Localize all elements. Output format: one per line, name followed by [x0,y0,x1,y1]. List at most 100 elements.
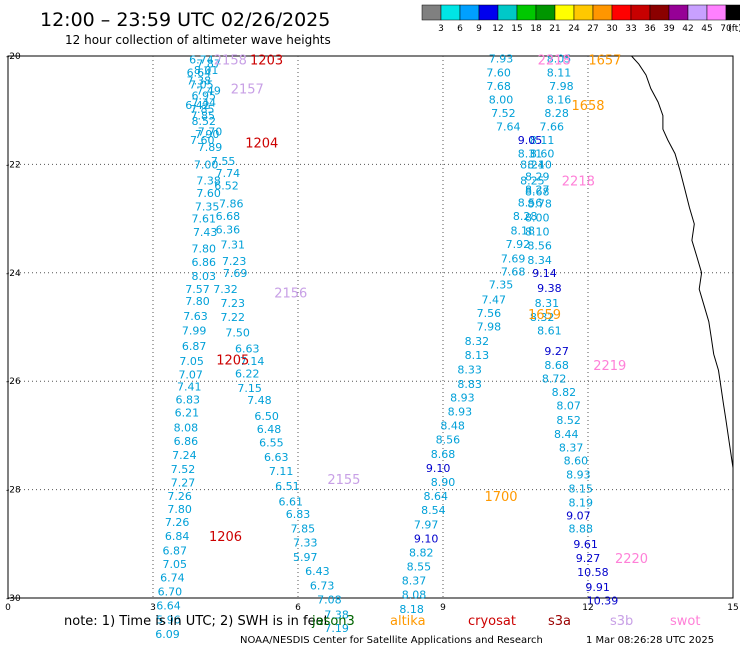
wave-height-value: 7.38 [324,608,349,621]
wave-height-value: 7.50 [225,326,250,339]
wave-height-value: 8.00 [525,212,550,225]
wave-height-value: 8.60 [564,454,589,467]
x-tick-label: 9 [440,603,446,613]
colorbar-label: 9 [476,24,482,34]
wave-height-value: 8.29 [525,170,550,183]
wave-height-value: 7.35 [489,279,514,292]
wave-height-value: 8.68 [431,448,456,461]
wave-height-value: 7.23 [221,297,246,310]
x-tick-label: 12 [582,603,593,613]
wave-height-value: 8.82 [409,546,434,559]
pass-number-label: 1658 [571,99,604,114]
chart-title: 12:00 – 23:59 UTC 02/26/2025 [40,9,330,31]
coastline-path [631,55,734,468]
wave-height-value: 7.60 [486,66,511,79]
wave-height-value: 7.93 [489,53,514,66]
wave-height-value: 6.86 [192,256,217,269]
colorbar-swatch [630,4,651,21]
wave-height-value: 7.85 [190,103,215,116]
wave-height-value: 7.31 [221,239,246,252]
wave-height-value: 7.80 [192,242,217,255]
wave-height-value: 5.96 [156,614,181,627]
colorbar-swatch [440,4,461,21]
wave-height-value: 8.10 [527,158,552,171]
mission-cryosat: cryosat [468,614,516,629]
wave-height-value: 6.70 [158,585,183,598]
wave-height-value: 8.56 [518,196,543,209]
colorbar-swatch [516,4,537,21]
wave-height-value: 8.93 [448,406,473,419]
colorbar-label: 18 [530,24,542,34]
wave-height-value: 9.05 [518,134,543,147]
wave-height-value: 8.37 [402,575,427,588]
wave-height-value: 7.64 [496,120,521,133]
wave-height-value: 6.68 [216,210,241,223]
wave-height-value: 8.05 [547,53,572,66]
wave-height-value: 7.05 [163,558,188,571]
wave-height-value: 8.18 [399,603,424,616]
wave-height-value: 7.69 [223,267,248,280]
wave-height-value: 7.52 [171,463,196,476]
wave-height-value: 6.64 [187,66,212,79]
wave-height-value: 6.22 [235,368,260,381]
wave-height-value: 8.00 [489,93,514,106]
pass-number-label: 2158 [214,53,247,68]
wave-height-value: 6.09 [155,628,180,641]
wave-height-value: 7.89 [198,141,223,154]
wave-height-value: 8.11 [530,134,555,147]
wave-height-value: 7.44 [192,97,217,110]
wave-height-value: 7.52 [491,107,516,120]
colorbar-swatch [535,4,556,21]
wave-height-value: 8.64 [424,490,449,503]
pass-number-label: 1657 [588,53,621,68]
wave-height-value: 5.97 [293,551,318,564]
wave-height-value: 7.87 [196,58,221,71]
wave-height-value: 6.87 [163,544,188,557]
wave-height-value: 6.84 [165,530,190,543]
footer-credit: NOAA/NESDIS Center for Satellite Applica… [240,635,543,646]
wave-height-value: 6.86 [174,435,199,448]
wave-height-value: 7.47 [482,293,507,306]
wave-height-value: 7.19 [324,622,349,635]
y-tick-label: -24 [6,269,21,279]
wave-height-value: 6.51 [275,480,300,493]
colorbar-label: 36 [644,24,656,34]
wave-height-value: 7.61 [192,213,217,226]
wave-height-value: 6.42 [185,99,210,112]
pass-number-label: 2156 [274,286,307,301]
mission-s3a: s3a [548,614,571,629]
wave-height-value: 7.60 [196,187,221,200]
wave-height-value: 7.56 [477,307,502,320]
colorbar-unit: (ft) [728,24,740,34]
wave-height-value: 6.61 [279,496,304,509]
wave-height-value: 7.70 [198,125,223,138]
x-tick-label: 15 [727,603,738,613]
colorbar-label: 33 [625,24,636,34]
wave-height-value: 6.87 [182,340,207,353]
wave-height-value: 6.83 [176,394,201,407]
wave-height-value: 8.32 [530,311,555,324]
colorbar-label: 45 [701,24,712,34]
wave-height-value: 7.35 [195,201,220,214]
wave-height-value: 8.56 [527,240,552,253]
pass-number-label: 2157 [231,83,264,98]
colorbar-swatch [421,4,442,21]
wave-height-value: 8.28 [544,107,569,120]
wave-height-value: 8.82 [552,386,577,399]
wave-height-value: 10.39 [587,595,619,608]
wave-height-value: 7.08 [317,594,342,607]
wave-height-value: 8.60 [530,148,555,161]
pass-number-label: 1205 [216,354,249,369]
wave-height-value: 8.07 [556,400,581,413]
wave-height-value: 8.15 [569,483,594,496]
wave-height-value: 7.00 [194,158,219,171]
wave-height-value: 8.16 [547,93,572,106]
wave-height-value: 7.07 [178,369,203,382]
wave-height-value: 8.13 [465,349,490,362]
colorbar-label: 24 [568,24,580,34]
chart-subtitle: 12 hour collection of altimeter wave hei… [65,33,331,47]
mission-s3b: s3b [610,614,633,629]
wave-height-value: 6.43 [305,565,330,578]
wave-height-value: 8.32 [465,335,490,348]
wave-height-value: 7.66 [540,120,565,133]
